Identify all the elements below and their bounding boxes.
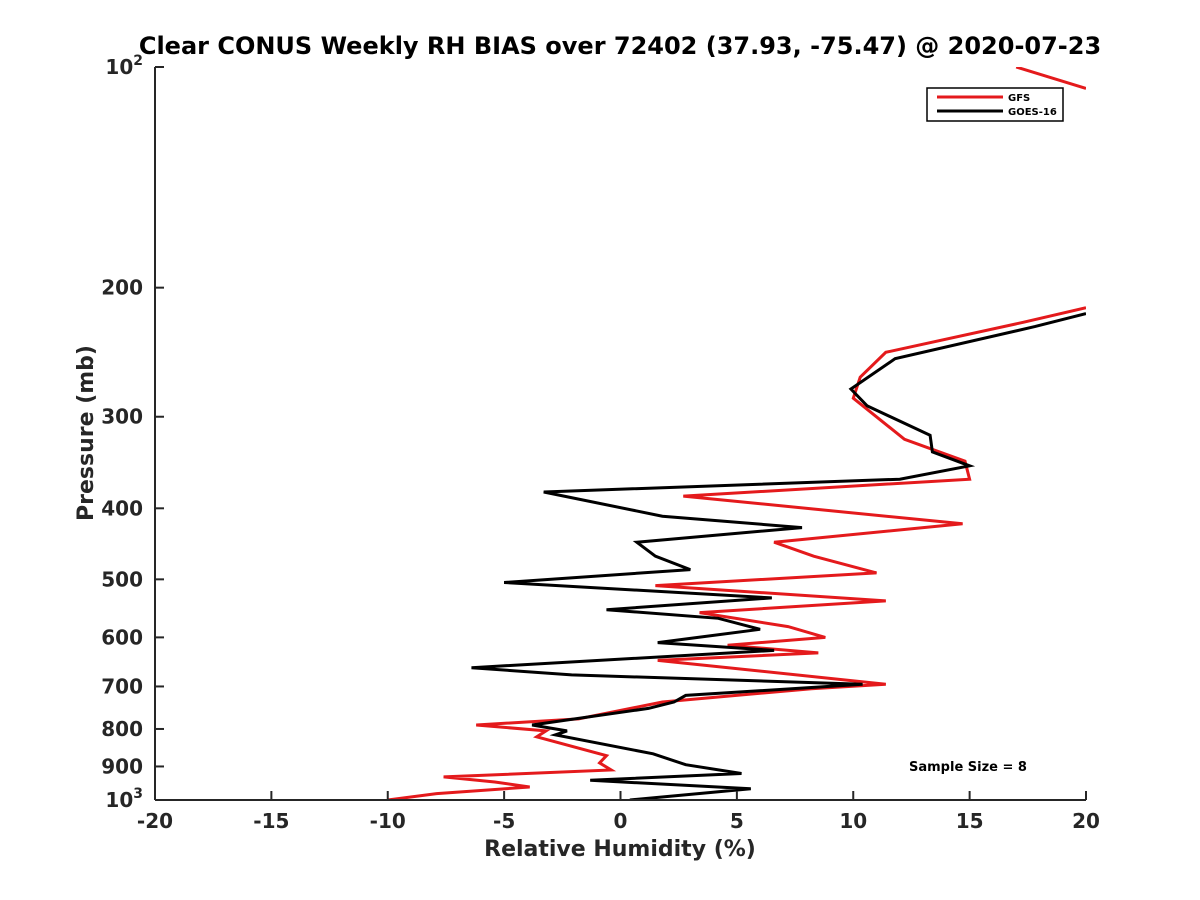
x-tick-label: 10: [839, 809, 867, 833]
chart-title: Clear CONUS Weekly RH BIAS over 72402 (3…: [139, 32, 1101, 60]
y-tick-label: 700: [101, 674, 143, 698]
y-tick-label: 500: [101, 567, 143, 591]
y-tick-label: 800: [101, 717, 143, 741]
legend-label-goes16: GOES-16: [1008, 107, 1057, 118]
y-tick-label: 400: [101, 496, 143, 520]
y-tick-label: 200: [101, 276, 143, 300]
x-tick-label: -10: [370, 809, 406, 833]
x-tick-label: -20: [137, 809, 173, 833]
legend-label-gfs: GFS: [1008, 93, 1030, 104]
series-layer: [387, 67, 1086, 800]
series-line-gfs-1: [387, 306, 1086, 800]
series-line-goes16-0: [471, 312, 1086, 800]
series-line-gfs-0: [1015, 67, 1086, 90]
x-tick-label: 5: [730, 809, 744, 833]
y-tick-label: 300: [101, 405, 143, 429]
x-tick-label: 20: [1072, 809, 1100, 833]
x-axis-label: Relative Humidity (%): [484, 837, 756, 862]
y-axis-label: Pressure (mb): [74, 345, 99, 521]
y-ticks: 102 200 300 400 500 600 700 800 900 103: [101, 53, 164, 812]
y-tick-label: 900: [101, 754, 143, 778]
legend: GFS GOES-16: [926, 87, 1064, 122]
y-tick-label: 102: [105, 53, 143, 79]
x-tick-label: -15: [253, 809, 289, 833]
x-tick-label: -5: [493, 809, 515, 833]
x-ticks: -20 -15 -10 -5 0 5 10 15 20: [137, 791, 1100, 833]
x-tick-label: 15: [956, 809, 984, 833]
legend-box: [926, 87, 1064, 122]
x-tick-label: 0: [614, 809, 628, 833]
y-tick-label: 103: [105, 786, 143, 812]
y-tick-label: 600: [101, 625, 143, 649]
sample-size-annotation: Sample Size = 8: [909, 760, 1027, 775]
